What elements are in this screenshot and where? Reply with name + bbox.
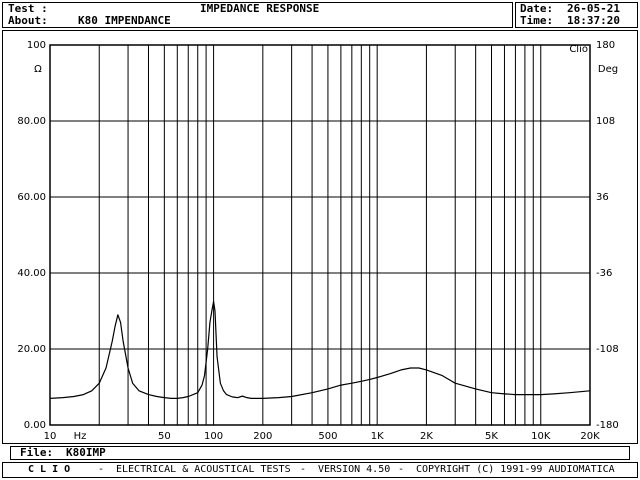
y-tick-label-right: 180: [596, 40, 615, 51]
y-tick-label-left: 80.00: [17, 116, 46, 127]
x-tick-label: 20K: [580, 431, 600, 442]
curve-layer: [49, 300, 591, 399]
x-tick-label: 50: [158, 431, 171, 442]
about-label: About:: [8, 14, 48, 27]
y-tick-label-left: 60.00: [17, 192, 46, 203]
impedance-curve: [49, 300, 591, 399]
x-tick-label: 10K: [531, 431, 551, 442]
x-tick-label: 1K: [371, 431, 384, 442]
footer-copyright: COPYRIGHT (C) 1991-99 AUDIOMATICA: [416, 464, 615, 475]
about-value: K80 IMPENDANCE: [78, 14, 171, 27]
time-value: 18:37:20: [567, 14, 620, 27]
chart-grid: [50, 45, 590, 425]
footer-panel: [2, 462, 638, 478]
x-tick-label: 2K: [420, 431, 433, 442]
y-tick-label-right: 108: [596, 116, 615, 127]
y-tick-label-left: 20.00: [17, 344, 46, 355]
footer-sep-1: -: [98, 464, 105, 475]
y-tick-label-left: 0.00: [24, 420, 46, 431]
clio-tag: Clio: [569, 44, 588, 55]
file-panel: [10, 446, 630, 460]
chart-title: IMPEDANCE RESPONSE: [200, 2, 320, 15]
footer-sep-3: -: [398, 464, 405, 475]
date-label: Date:: [520, 2, 554, 15]
plot-frame: [49, 44, 591, 426]
footer-version: VERSION 4.50: [318, 464, 391, 475]
x-tick-label: 200: [253, 431, 272, 442]
x-tick-label: 500: [318, 431, 337, 442]
y-tick-label-left: 100: [27, 40, 46, 51]
x-axis-unit: Hz: [74, 431, 87, 442]
y-tick-label-right: -36: [596, 268, 612, 279]
time-label: Time:: [520, 14, 554, 27]
y-tick-label-right: -180: [596, 420, 619, 431]
test-label: Test :: [8, 2, 48, 15]
chart-panel: [2, 30, 638, 444]
right-axis-unit: Deg: [598, 64, 618, 75]
y-tick-label-right: 36: [596, 192, 609, 203]
x-tick-label: 10: [44, 431, 57, 442]
footer-brand: C L I O: [28, 464, 71, 475]
axis-labels: 0.00 20.00 40.00 60.00 80.00 100 -180 -108 -36 36…: [17, 40, 618, 442]
x-tick-label: 5K: [485, 431, 498, 442]
footer-program: ELECTRICAL & ACOUSTICAL TESTS: [116, 464, 291, 475]
date-value: 26-05-21: [567, 2, 620, 15]
file-label: File:: [20, 446, 54, 459]
datetime-panel: [515, 2, 638, 28]
header-panel: [2, 2, 513, 28]
y-tick-label-left: 40.00: [17, 268, 46, 279]
x-tick-label: 100: [204, 431, 223, 442]
footer-sep-2: -: [300, 464, 307, 475]
left-axis-unit: Ω: [34, 64, 42, 75]
file-value: K80IMP: [66, 446, 106, 459]
y-tick-label-right: -108: [596, 344, 619, 355]
